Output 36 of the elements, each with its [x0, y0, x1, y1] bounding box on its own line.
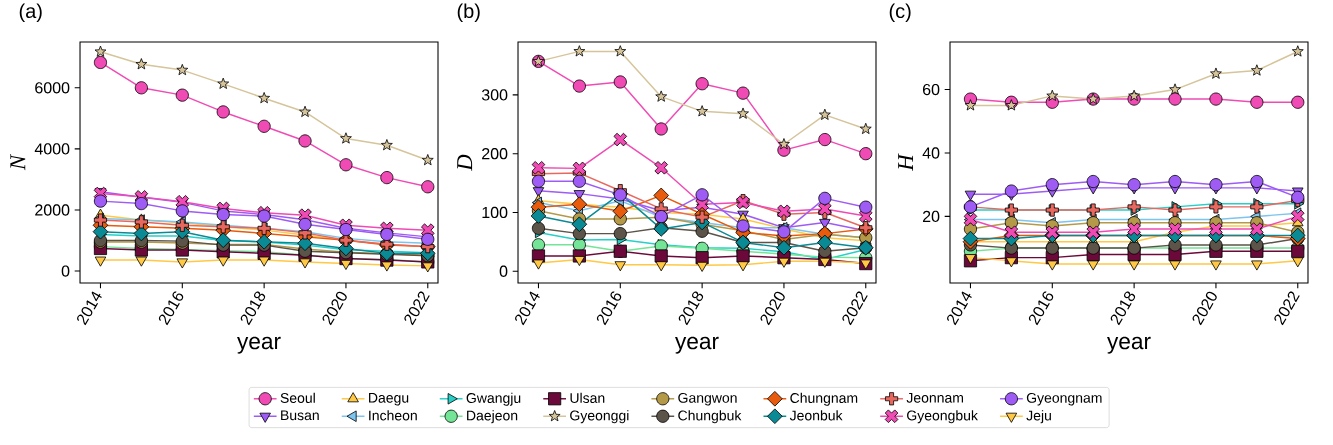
- legend-label: Gyeongnam: [1026, 392, 1102, 406]
- legend-label: Chungbuk: [678, 410, 742, 424]
- y-tick-label: 200: [482, 148, 508, 160]
- y-tick-label: 20: [922, 210, 940, 223]
- y-tick-label: 60: [923, 83, 940, 96]
- legend-label: Daejeon: [467, 410, 518, 424]
- x-axis-title: year: [675, 336, 719, 354]
- legend-label: Gyeongbuk: [907, 410, 978, 424]
- x-axis-title: year: [1107, 336, 1151, 354]
- chart-title: (c): [889, 3, 911, 23]
- legend-label: Gyeonggi: [570, 410, 629, 424]
- y-tick-label: 4000: [34, 143, 70, 155]
- legend-label: Gangwon: [678, 392, 737, 406]
- y-tick-label: 0: [61, 265, 70, 277]
- legend-label: Chungnam: [790, 392, 858, 406]
- y-axis-title: H: [898, 153, 914, 171]
- y-tick-label: 300: [481, 89, 508, 101]
- legend-label: Seoul: [280, 392, 315, 403]
- legend-label: Jeonbuk: [789, 410, 843, 421]
- x-axis-title: year: [237, 336, 281, 354]
- legend-label: Gwangju: [466, 392, 521, 406]
- y-axis-title: N: [10, 153, 26, 171]
- chart-title: (b): [457, 3, 480, 23]
- y-tick-label: 0: [499, 265, 508, 277]
- chart-title: (a): [19, 3, 42, 23]
- y-tick-label: 2000: [35, 204, 70, 216]
- legend-label: Ulsan: [570, 392, 605, 403]
- y-tick-label: 6000: [35, 82, 70, 94]
- legend-label: Daegu: [369, 392, 409, 406]
- legend-label: Incheon: [369, 410, 417, 421]
- y-axis-title: D: [457, 154, 473, 171]
- y-tick-label: 40: [922, 147, 940, 159]
- legend-label: Jeonnam: [906, 392, 963, 403]
- legend-label: Busan: [281, 410, 319, 421]
- legend-label: Jeju: [1026, 410, 1051, 424]
- y-tick-label: 100: [482, 206, 508, 219]
